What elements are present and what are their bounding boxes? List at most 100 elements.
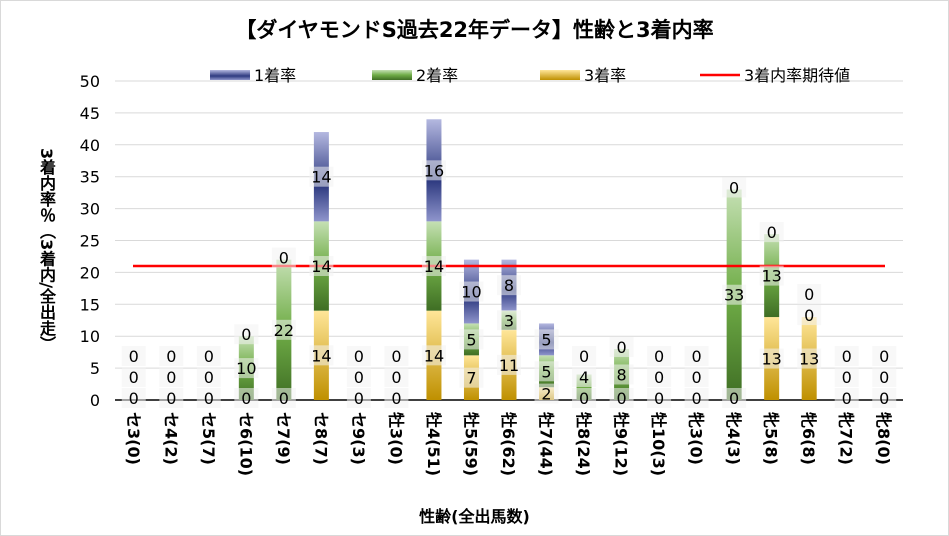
data-label: 0 bbox=[391, 389, 401, 408]
data-label: 0 bbox=[241, 389, 251, 408]
data-label-bg bbox=[647, 367, 672, 387]
data-label: 0 bbox=[129, 368, 139, 387]
data-label-bg bbox=[609, 388, 634, 408]
data-label: 16 bbox=[424, 161, 444, 180]
data-label-bg bbox=[834, 346, 859, 366]
y-tick-label: 30 bbox=[80, 200, 100, 219]
x-tick-label: 牡7(44) bbox=[537, 412, 556, 476]
data-label-bg bbox=[872, 346, 897, 366]
data-label: 0 bbox=[166, 389, 176, 408]
data-label: 0 bbox=[129, 347, 139, 366]
data-label-bg bbox=[421, 345, 446, 366]
data-label-bg bbox=[459, 367, 484, 388]
data-label: 0 bbox=[616, 338, 626, 357]
y-tick-label: 15 bbox=[80, 295, 100, 314]
data-label: 5 bbox=[466, 330, 476, 349]
data-label: 4 bbox=[579, 368, 589, 387]
data-label: 14 bbox=[311, 346, 331, 365]
data-label: 10 bbox=[461, 283, 481, 302]
data-label-bg bbox=[797, 284, 822, 305]
data-label: 0 bbox=[842, 347, 852, 366]
data-label-bg bbox=[271, 388, 296, 408]
x-tick-label: セ7(9) bbox=[274, 412, 293, 465]
data-label: 0 bbox=[204, 347, 214, 366]
data-label: 0 bbox=[654, 347, 664, 366]
data-label: 0 bbox=[879, 368, 889, 387]
data-label-bg bbox=[159, 367, 184, 387]
x-tick-label: 牡9(12) bbox=[612, 412, 631, 476]
data-label: 11 bbox=[499, 356, 519, 375]
y-tick-label: 0 bbox=[90, 391, 100, 410]
data-label: 2 bbox=[541, 385, 551, 404]
data-label: 0 bbox=[166, 368, 176, 387]
data-label: 0 bbox=[692, 389, 702, 408]
data-label: 0 bbox=[616, 389, 626, 408]
x-tick-label: セ3(0) bbox=[124, 412, 143, 465]
data-label-bg bbox=[684, 367, 709, 387]
legend-swatch bbox=[210, 70, 250, 80]
data-label: 0 bbox=[729, 389, 739, 408]
data-label-bg bbox=[647, 346, 672, 366]
data-label-bg bbox=[271, 319, 296, 340]
legend: 1着率 2着率 3着率 3着内率期待値 bbox=[210, 66, 850, 85]
x-tick-label: 牡10(3) bbox=[649, 412, 668, 476]
data-label-bg bbox=[497, 354, 521, 375]
data-label: 0 bbox=[654, 368, 664, 387]
y-tick-label: 20 bbox=[80, 263, 100, 282]
data-label: 10 bbox=[236, 359, 256, 378]
data-label: 14 bbox=[424, 346, 444, 365]
data-label: 0 bbox=[166, 347, 176, 366]
y-tick-label: 40 bbox=[80, 136, 100, 155]
x-tick-label: 牡8(24) bbox=[574, 412, 593, 476]
data-label-bg bbox=[234, 324, 259, 345]
x-axis-title: 性齢(全出馬数) bbox=[419, 507, 530, 526]
data-label: 14 bbox=[311, 168, 331, 187]
data-label-bg bbox=[196, 388, 221, 408]
data-label-bg bbox=[234, 358, 259, 379]
data-label-bg bbox=[497, 310, 521, 331]
data-label-bg bbox=[609, 336, 634, 357]
x-tick-label: 牡5(59) bbox=[461, 412, 480, 476]
data-label: 0 bbox=[692, 368, 702, 387]
legend-label: 3着率 bbox=[584, 66, 626, 85]
data-label-bg bbox=[384, 367, 409, 387]
data-label: 0 bbox=[879, 347, 889, 366]
data-label-bg bbox=[722, 388, 747, 408]
data-label-bg bbox=[459, 281, 484, 302]
legend-label: 3着内率期待値 bbox=[744, 66, 850, 85]
y-tick-label: 5 bbox=[90, 359, 100, 378]
data-label-bg bbox=[684, 388, 709, 408]
data-label-bg bbox=[159, 346, 184, 366]
data-label: 13 bbox=[799, 350, 819, 369]
data-label: 0 bbox=[692, 347, 702, 366]
data-label: 14 bbox=[311, 257, 331, 276]
data-label-bg bbox=[572, 388, 597, 408]
legend-swatch bbox=[372, 70, 412, 80]
data-label: 0 bbox=[842, 389, 852, 408]
data-label-bg bbox=[196, 346, 221, 366]
data-label: 0 bbox=[804, 306, 814, 325]
chart-title: 【ダイヤモンドS過去22年データ】性齢と3着内率 bbox=[235, 18, 714, 42]
data-label-bg bbox=[797, 305, 822, 326]
y-tick-label: 35 bbox=[80, 168, 100, 187]
legend-label: 2着率 bbox=[416, 66, 458, 85]
x-tick-label: 牝8(0) bbox=[874, 412, 893, 465]
data-label-bg bbox=[609, 364, 634, 385]
data-label: 0 bbox=[654, 389, 664, 408]
data-label: 0 bbox=[354, 347, 364, 366]
data-label: 0 bbox=[204, 368, 214, 387]
data-label: 0 bbox=[129, 389, 139, 408]
x-tick-label: 牝6(8) bbox=[799, 412, 818, 465]
data-label-bg bbox=[572, 346, 597, 366]
data-label: 8 bbox=[616, 365, 626, 384]
data-label-bg bbox=[759, 265, 784, 286]
data-label-bg bbox=[759, 222, 784, 243]
data-label-bg bbox=[271, 247, 296, 268]
legend-label: 1着率 bbox=[254, 66, 296, 85]
data-label-bg bbox=[872, 388, 897, 408]
data-label: 5 bbox=[541, 330, 551, 349]
x-tick-label: 牝7(2) bbox=[837, 412, 856, 465]
data-label: 0 bbox=[729, 178, 739, 197]
data-label: 22 bbox=[274, 321, 294, 340]
